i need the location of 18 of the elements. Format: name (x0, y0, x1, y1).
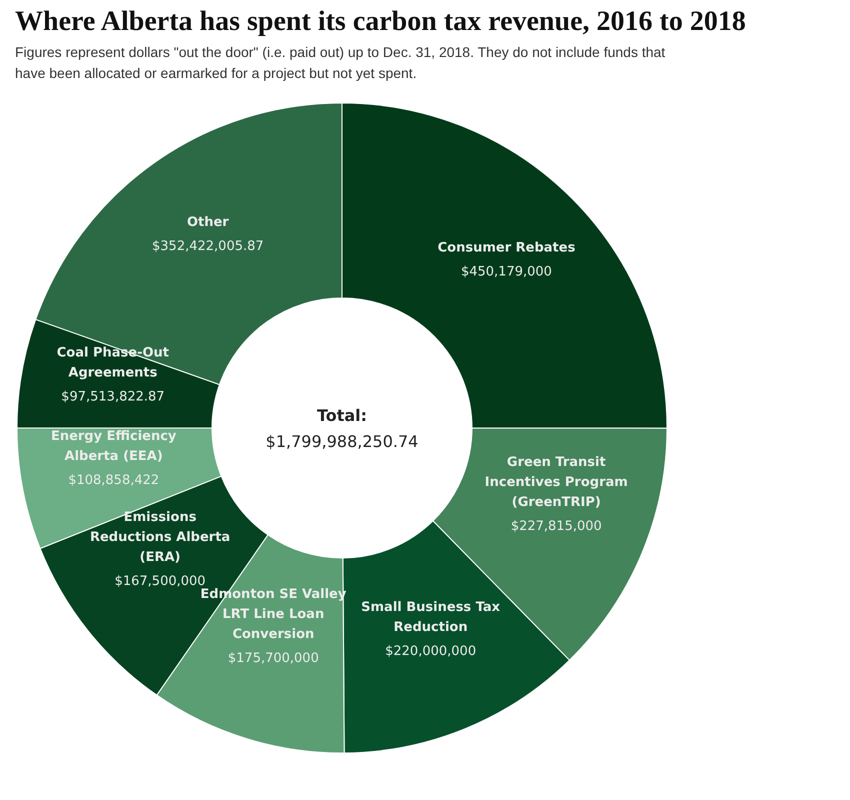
slice-label: Emissions Reductions Alberta (ERA) (90, 510, 230, 565)
slice-label: Energy Efficiency Alberta (EEA) (50, 428, 177, 464)
data-label: $227,815,000 (510, 519, 602, 534)
data-label: $450,179,000 (460, 264, 552, 280)
chart-subtitle: Figures represent dollars "out the door" (i.e. paid out) up to Dec. 31, 2018. They do not include funds that have been allocated or earmarked for a project but not yet spent. (15, 44, 666, 81)
data-label: $352,422,005.87 (152, 239, 264, 254)
slice-label: Consumer Rebates (438, 240, 576, 256)
slice-label: Other (186, 215, 230, 230)
data-label: $108,858,422 (68, 472, 160, 488)
slice-label: Green Transit Incentives Program (GreenTRIP) (484, 455, 628, 510)
text: $1,799,988,250.74 (266, 432, 418, 451)
data-label: $167,500,000 (114, 574, 206, 589)
data-label: $175,700,000 (228, 651, 319, 666)
data-label: $97,513,822.87 (61, 390, 165, 405)
slice-label: Small Business Tax Reduction (361, 600, 501, 635)
data-label: $220,000,000 (385, 644, 476, 659)
text: Total: (316, 406, 368, 425)
chart-title: Where Alberta has spent its carbon tax revenue, 2016 to 2018 (15, 6, 746, 37)
